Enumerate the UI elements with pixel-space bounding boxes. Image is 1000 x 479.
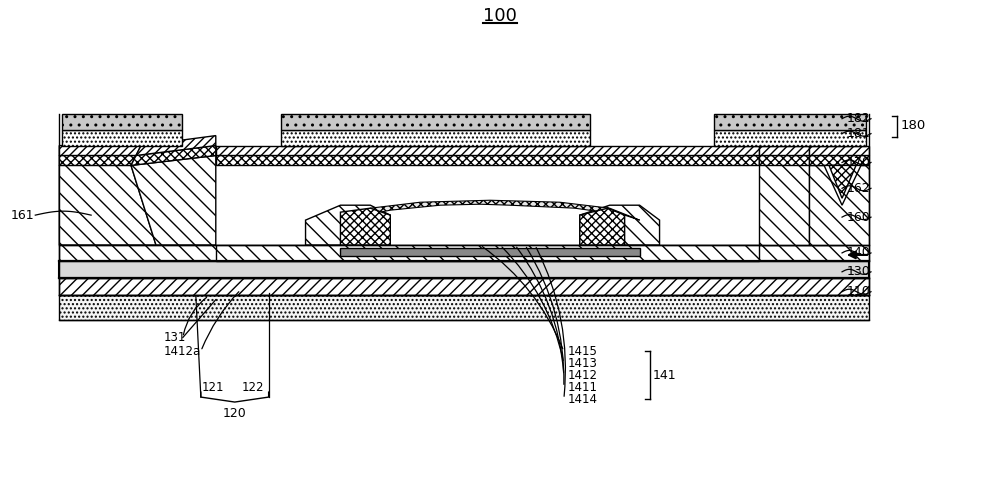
Polygon shape — [829, 165, 856, 198]
Bar — [809, 146, 869, 156]
Polygon shape — [59, 146, 141, 156]
Polygon shape — [136, 136, 216, 156]
Polygon shape — [306, 205, 390, 245]
Bar — [809, 156, 869, 165]
Text: 181: 181 — [847, 127, 871, 140]
Text: 1411: 1411 — [568, 381, 598, 394]
Bar — [759, 156, 809, 165]
Polygon shape — [340, 208, 390, 245]
Text: 122: 122 — [241, 381, 264, 394]
Bar — [714, 114, 866, 130]
Text: 160: 160 — [847, 211, 871, 224]
Polygon shape — [59, 156, 136, 165]
Text: 131: 131 — [164, 331, 186, 344]
Text: 170: 170 — [847, 156, 871, 169]
Polygon shape — [131, 156, 216, 245]
Bar — [59, 245, 869, 261]
Text: 1414: 1414 — [568, 393, 598, 406]
Text: 121: 121 — [202, 381, 224, 394]
Bar — [281, 130, 590, 146]
Bar — [340, 248, 640, 256]
Text: 110: 110 — [847, 285, 871, 298]
Text: 100: 100 — [483, 7, 517, 25]
Polygon shape — [580, 208, 625, 245]
Text: 141: 141 — [653, 369, 676, 382]
Polygon shape — [809, 165, 869, 245]
Bar — [216, 245, 759, 261]
Text: 182: 182 — [847, 112, 871, 125]
Text: 180: 180 — [901, 119, 926, 132]
Bar — [216, 146, 759, 156]
Text: 130: 130 — [847, 265, 871, 278]
Bar — [714, 130, 866, 146]
Bar — [216, 156, 759, 165]
Bar — [62, 130, 182, 146]
Text: 1412: 1412 — [568, 369, 598, 382]
Text: 1413: 1413 — [568, 357, 598, 370]
Bar — [59, 295, 869, 319]
Polygon shape — [59, 165, 156, 245]
Polygon shape — [580, 205, 660, 245]
Text: 1415: 1415 — [568, 345, 598, 358]
Text: 162: 162 — [847, 182, 871, 195]
Text: 140: 140 — [847, 246, 871, 260]
Polygon shape — [759, 156, 809, 245]
Text: 1412a: 1412a — [164, 345, 201, 358]
Polygon shape — [340, 200, 640, 220]
Bar — [759, 146, 809, 156]
Text: 161: 161 — [11, 209, 34, 222]
Bar — [59, 261, 869, 278]
Bar — [59, 278, 869, 295]
Text: 120: 120 — [223, 408, 247, 421]
Polygon shape — [824, 165, 861, 205]
Polygon shape — [131, 146, 216, 165]
Bar — [62, 114, 182, 130]
Bar — [281, 114, 590, 130]
